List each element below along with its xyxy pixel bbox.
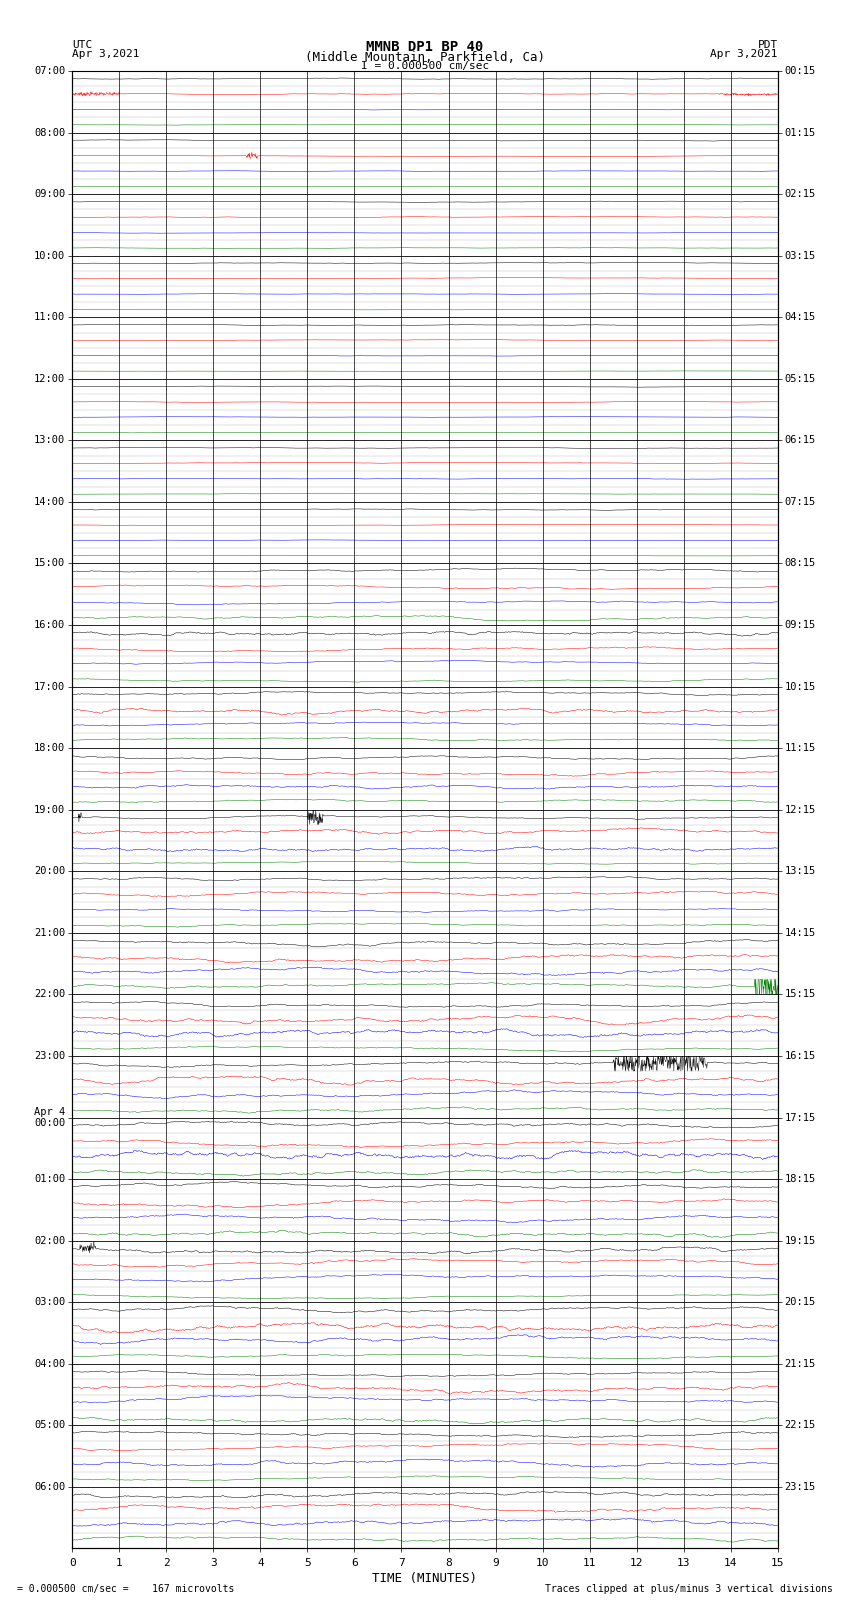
Text: PDT: PDT — [757, 39, 778, 50]
Text: I = 0.000500 cm/sec: I = 0.000500 cm/sec — [361, 61, 489, 71]
Text: MMNB DP1 BP 40: MMNB DP1 BP 40 — [366, 39, 484, 53]
Text: Apr 3,2021: Apr 3,2021 — [72, 50, 139, 60]
Text: Traces clipped at plus/minus 3 vertical divisions: Traces clipped at plus/minus 3 vertical … — [545, 1584, 833, 1594]
Text: = 0.000500 cm/sec =    167 microvolts: = 0.000500 cm/sec = 167 microvolts — [17, 1584, 235, 1594]
Text: UTC: UTC — [72, 39, 93, 50]
Text: (Middle Mountain, Parkfield, Ca): (Middle Mountain, Parkfield, Ca) — [305, 50, 545, 65]
X-axis label: TIME (MINUTES): TIME (MINUTES) — [372, 1571, 478, 1584]
Text: Apr 3,2021: Apr 3,2021 — [711, 50, 778, 60]
